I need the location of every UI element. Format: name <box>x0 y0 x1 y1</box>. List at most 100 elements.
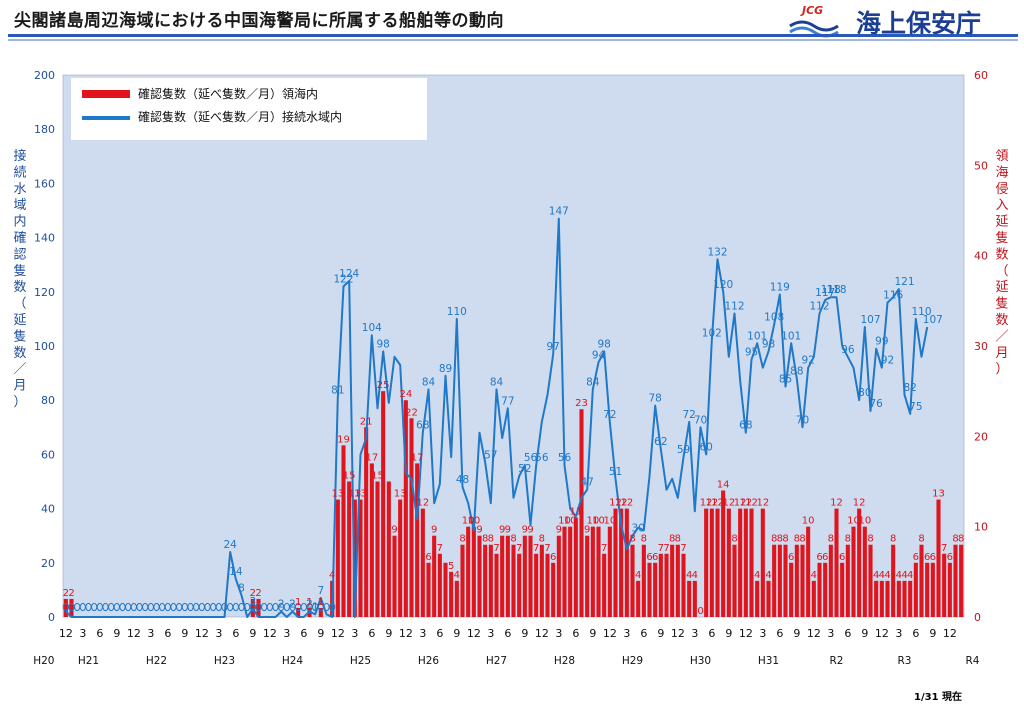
x-tick-label: 3 <box>555 627 562 640</box>
contiguous-data-label: 56 <box>524 452 538 464</box>
contiguous-data-label: 76 <box>869 398 883 410</box>
x-year-label: H27 <box>486 655 507 667</box>
contiguous-data-label: 101 <box>781 330 801 342</box>
x-tick-label: 3 <box>419 627 426 640</box>
territorial-data-label: 4 <box>454 570 460 581</box>
x-tick-label: 12 <box>943 627 957 640</box>
x-year-label: H26 <box>418 655 440 667</box>
contiguous-data-label: 117 <box>815 287 835 299</box>
x-tick-label: 6 <box>844 627 851 640</box>
contiguous-data-label: 56 <box>558 452 572 464</box>
contiguous-data-label: 59 <box>677 444 690 456</box>
territorial-data-label: 7 <box>437 543 443 554</box>
territorial-bar <box>500 535 505 617</box>
contiguous-data-label: 30 <box>631 523 644 535</box>
territorial-bar <box>828 544 833 617</box>
x-tick-label: 9 <box>861 627 868 640</box>
territorial-bar <box>539 544 544 617</box>
territorial-data-label: 2 <box>63 588 69 599</box>
territorial-data-label: 6 <box>924 552 930 563</box>
x-tick-label: 9 <box>793 627 800 640</box>
territorial-bar <box>403 400 408 617</box>
territorial-data-label: 2 <box>68 588 74 599</box>
territorial-data-label: 17 <box>365 452 378 463</box>
territorial-data-label: 8 <box>539 534 545 545</box>
territorial-data-label: 6 <box>913 552 919 563</box>
territorial-data-label: 13 <box>354 489 367 500</box>
territorial-bar <box>449 571 454 617</box>
contiguous-data-label: 98 <box>376 338 389 350</box>
territorial-data-label: 8 <box>488 534 494 545</box>
contiguous-data-label: 92 <box>881 355 894 367</box>
contiguous-data-label: 82 <box>903 382 916 394</box>
x-tick-label: 9 <box>453 627 460 640</box>
territorial-bar <box>443 562 448 617</box>
territorial-data-label: 7 <box>533 543 539 554</box>
contiguous-data-label: 116 <box>883 290 903 302</box>
contiguous-data-label: 132 <box>707 246 727 258</box>
territorial-data-label: 12 <box>620 498 633 509</box>
territorial-data-label: 4 <box>896 570 902 581</box>
territorial-bar <box>517 553 522 617</box>
territorial-data-label: 9 <box>476 525 482 536</box>
territorial-bar <box>806 526 811 617</box>
territorial-data-label: 8 <box>777 534 783 545</box>
y2-axis-title: 領海侵入延隻数（延隻数／月） <box>995 148 1008 377</box>
x-year-label: H30 <box>690 655 711 667</box>
territorial-bar <box>471 526 476 617</box>
territorial-data-label: 8 <box>799 534 805 545</box>
territorial-data-label: 8 <box>828 534 834 545</box>
y-tick-label: 60 <box>41 448 55 461</box>
territorial-data-label: 7 <box>658 543 664 554</box>
territorial-data-label: 4 <box>692 570 698 581</box>
territorial-data-label: 8 <box>641 534 647 545</box>
x-tick-label: 12 <box>331 627 345 640</box>
territorial-bar <box>556 535 561 617</box>
territorial-bar <box>318 607 323 617</box>
territorial-data-label: 6 <box>947 552 953 563</box>
territorial-bar <box>823 562 828 617</box>
header-rule-light <box>8 39 1018 41</box>
contiguous-data-label: 118 <box>821 284 841 296</box>
x-tick-label: 12 <box>535 627 549 640</box>
x-tick-label: 12 <box>603 627 617 640</box>
x-tick-label: 3 <box>759 627 766 640</box>
territorial-data-label: 12 <box>609 498 622 509</box>
territorial-data-label: 4 <box>907 570 913 581</box>
territorial-data-label: 4 <box>329 570 335 581</box>
territorial-data-label: 2 <box>255 588 261 599</box>
territorial-bar <box>692 580 697 617</box>
contiguous-data-label: 75 <box>909 401 922 413</box>
x-tick-label: 3 <box>283 627 290 640</box>
y-tick-label: 20 <box>41 557 55 570</box>
territorial-data-label: 9 <box>522 525 528 536</box>
territorial-bar <box>874 580 879 617</box>
y2-tick-label: 20 <box>974 430 988 443</box>
x-tick-label: 3 <box>351 627 358 640</box>
territorial-bar <box>624 508 629 617</box>
territorial-data-label: 6 <box>930 552 936 563</box>
territorial-bar <box>534 553 539 617</box>
x-tick-label: 6 <box>572 627 579 640</box>
contiguous-data-label: 110 <box>447 306 467 318</box>
territorial-data-label: 8 <box>510 534 516 545</box>
contiguous-data-label: 99 <box>875 336 888 348</box>
territorial-data-label: 7 <box>941 543 947 554</box>
territorial-bar <box>743 508 748 617</box>
territorial-data-label: 7 <box>516 543 522 554</box>
territorial-bar <box>568 526 573 617</box>
x-tick-label: 12 <box>875 627 889 640</box>
territorial-bar <box>653 562 658 617</box>
territorial-data-label: 8 <box>482 534 488 545</box>
x-year-label: H20 <box>33 655 54 667</box>
territorial-data-label: 8 <box>669 534 675 545</box>
territorial-data-label: 13 <box>932 489 945 500</box>
territorial-bar <box>335 499 340 617</box>
x-tick-label: 6 <box>164 627 171 640</box>
contiguous-data-label: 48 <box>456 474 469 486</box>
territorial-data-label: 8 <box>782 534 788 545</box>
territorial-bar <box>613 508 618 617</box>
agency-name: 海上保安庁 <box>856 9 982 38</box>
territorial-data-label: 10 <box>558 516 571 527</box>
territorial-data-label: 1 <box>295 597 301 608</box>
